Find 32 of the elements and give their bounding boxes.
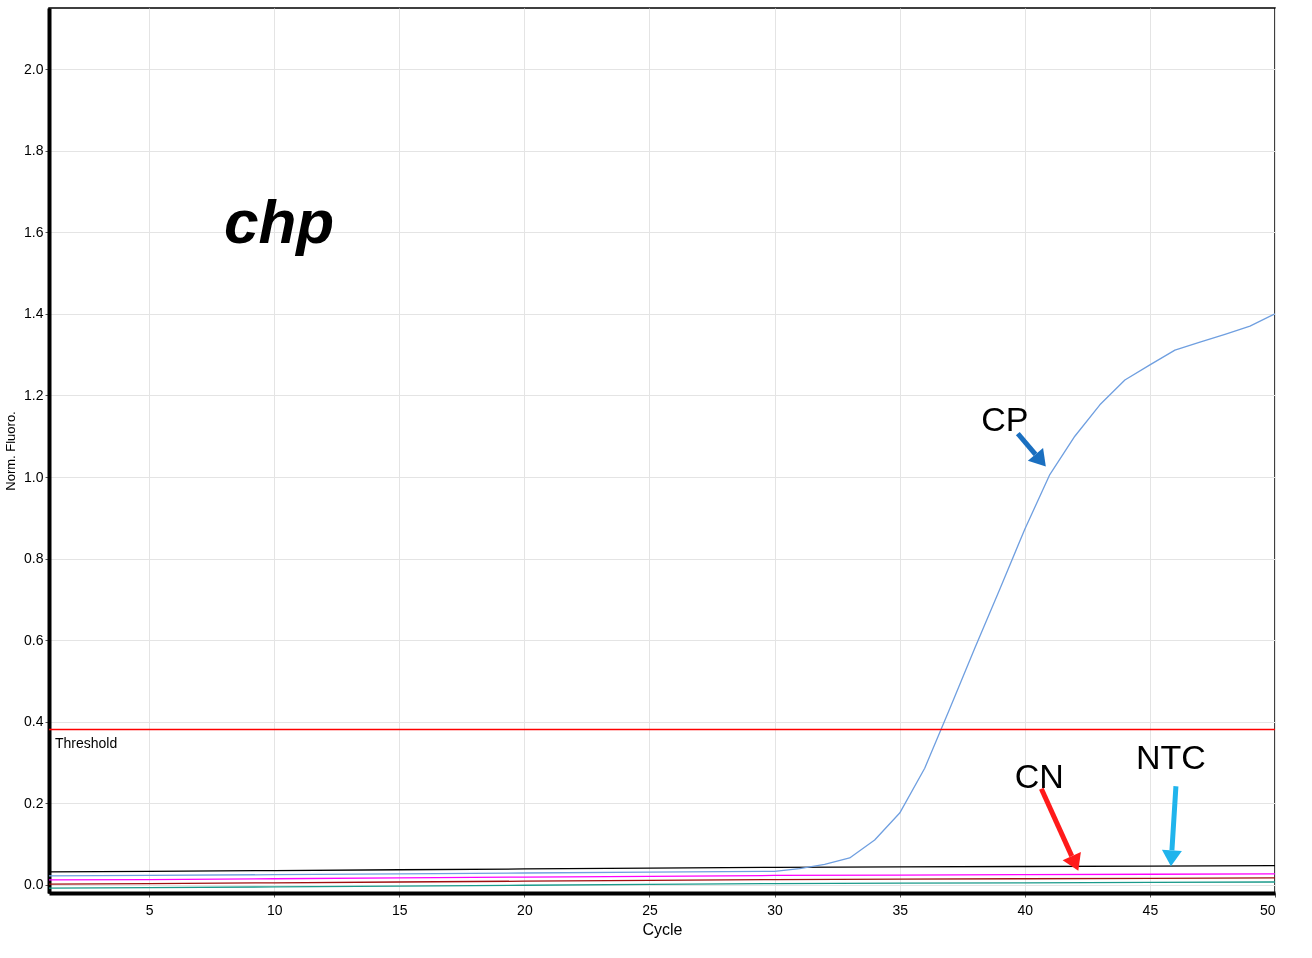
y-tick-label: 0.8 (24, 550, 44, 567)
ref-line-label: Threshold (55, 735, 118, 752)
line-series (49, 881, 1275, 889)
x-tick-label: 15 (392, 901, 408, 918)
x-axis-title: Cycle (642, 920, 683, 938)
x-tick-label: 25 (642, 901, 658, 918)
x-tick-label: 10 (266, 901, 283, 918)
y-tick-label: 1.4 (24, 305, 44, 322)
line-series (49, 873, 1275, 881)
annotation: CP (981, 399, 1029, 438)
y-tick-label: 0.4 (24, 713, 44, 730)
y-tick-label: 1.2 (24, 386, 44, 403)
x-tick-label: 20 (517, 901, 533, 918)
x-tick-label: 40 (1017, 901, 1034, 918)
x-tick-label: 45 (1142, 901, 1159, 918)
y-tick-label: 0.2 (24, 794, 44, 811)
y-tick-label: 1.0 (24, 468, 44, 485)
x-tick-label: 35 (892, 901, 909, 918)
y-tick-label: 1.6 (24, 223, 44, 240)
y-axis-title: Norm. Fluoro. (3, 411, 19, 491)
annotation: NTC (1135, 738, 1206, 777)
y-tick-label: 0.0 (24, 876, 44, 893)
x-tick-label: 50 (1259, 901, 1276, 918)
x-tick-label: 30 (767, 901, 784, 918)
annotation: CN (1014, 756, 1064, 795)
y-tick-label: 1.8 (24, 142, 44, 159)
line-series (49, 313, 1275, 877)
annotation: chp (224, 187, 335, 256)
y-tick-label: 2.0 (24, 60, 44, 77)
y-tick-label: 0.6 (24, 631, 44, 648)
line-series (49, 877, 1275, 885)
x-tick-label: 5 (145, 901, 154, 918)
